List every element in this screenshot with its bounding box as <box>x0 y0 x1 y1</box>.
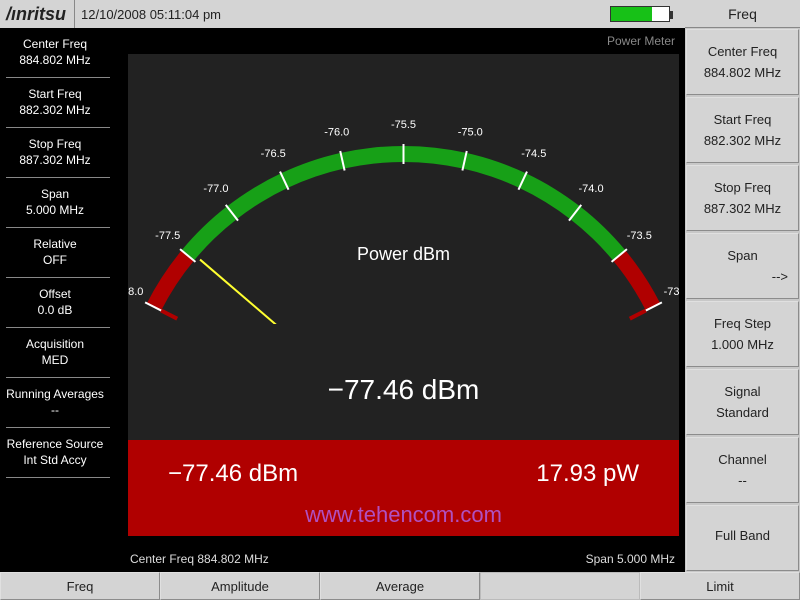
left-sidebar: Center Freq 884.802 MHz Start Freq 882.302… <box>0 28 110 572</box>
bottomkey-limit[interactable]: Limit <box>640 572 800 600</box>
sidebar-span: Span 5.000 MHz <box>0 178 110 228</box>
softkey-start-freq[interactable]: Start Freq 882.302 MHz <box>686 97 799 163</box>
label: Span <box>2 187 108 201</box>
sidebar-reference-source: Reference Source Int Std Accy <box>0 428 110 478</box>
unit-label: Power dBm <box>128 244 679 265</box>
right-softkeys: Freq Center Freq 884.802 MHz Start Freq 88… <box>685 0 800 572</box>
bottomkey-average[interactable]: Average <box>320 572 480 600</box>
gauge-svg: -78.0 -77.5 -77.0 -76.5 -76.0 -75.5 -75.0 -74.5… <box>128 54 679 324</box>
svg-text:-75.5: -75.5 <box>391 119 416 131</box>
power-meter-panel: -78.0 -77.5 -77.0 -76.5 -76.0 -75.5 -75.0 -74.5… <box>128 54 679 536</box>
bottomkey-spacer <box>480 572 640 600</box>
svg-text:-74.5: -74.5 <box>521 148 546 160</box>
label: Stop Freq <box>714 180 771 195</box>
status-center-freq: Center Freq 884.802 MHz <box>130 552 269 566</box>
value: -- <box>738 473 747 488</box>
label: Center Freq <box>2 37 108 51</box>
value: Int Std Accy <box>2 453 108 467</box>
label: Offset <box>2 287 108 301</box>
label: Start Freq <box>714 112 772 127</box>
sidebar-relative: Relative OFF <box>0 228 110 278</box>
panel-title: Power Meter <box>607 34 675 48</box>
sidebar-start-freq: Start Freq 882.302 MHz <box>0 78 110 128</box>
label: Reference Source <box>2 437 108 451</box>
softkey-channel[interactable]: Channel -- <box>686 437 799 503</box>
softkey-signal[interactable]: Signal Standard <box>686 369 799 435</box>
softkey-stop-freq[interactable]: Stop Freq 887.302 MHz <box>686 165 799 231</box>
label: Center Freq <box>708 44 777 59</box>
gauge-arc: -78.0 -77.5 -77.0 -76.5 -76.0 -75.5 -75.0 -74.5… <box>128 54 679 324</box>
value: 887.302 MHz <box>704 201 781 216</box>
watermark-text: www.tehencom.com <box>128 502 679 528</box>
softkey-center-freq[interactable]: Center Freq 884.802 MHz <box>686 29 799 95</box>
value: 882.302 MHz <box>2 103 108 117</box>
status-span: Span 5.000 MHz <box>586 552 675 566</box>
sidebar-acquisition: Acquisition MED <box>0 328 110 378</box>
readout-dbm: −77.46 dBm <box>168 460 298 488</box>
value: 882.302 MHz <box>704 133 781 148</box>
svg-text:-73.5: -73.5 <box>627 230 652 242</box>
sidebar-running-averages: Running Averages -- <box>0 378 110 428</box>
power-value-main: −77.46 dBm <box>128 374 679 406</box>
battery-tip <box>670 11 673 19</box>
value: 5.000 MHz <box>2 203 108 217</box>
value: 0.0 dB <box>2 303 108 317</box>
label: Signal <box>724 384 760 399</box>
label: Acquisition <box>2 337 108 351</box>
svg-text:-75.0: -75.0 <box>458 126 483 138</box>
readout-watts: 17.93 pW <box>536 460 639 488</box>
main-area: Power Meter -78.0 -77.5 -77.0 -76.5 -76.0 -75… <box>110 28 685 572</box>
status-bar: Center Freq 884.802 MHz Span 5.000 MHz <box>130 552 675 566</box>
sidebar-stop-freq: Stop Freq 887.302 MHz <box>0 128 110 178</box>
softkey-full-band[interactable]: Full Band <box>686 505 799 571</box>
value: 1.000 MHz <box>711 337 774 352</box>
value: Standard <box>716 405 769 420</box>
value: MED <box>2 353 108 367</box>
value: -- <box>2 403 108 417</box>
label: Full Band <box>715 528 770 543</box>
bottomkey-amplitude[interactable]: Amplitude <box>160 572 320 600</box>
label: Span <box>727 248 757 263</box>
bottomkey-freq[interactable]: Freq <box>0 572 160 600</box>
value: 887.302 MHz <box>2 153 108 167</box>
value: 884.802 MHz <box>704 65 781 80</box>
softkey-freq-step[interactable]: Freq Step 1.000 MHz <box>686 301 799 367</box>
softkey-span[interactable]: Span --> <box>686 233 799 299</box>
label: Running Averages <box>2 387 108 401</box>
label: Channel <box>718 452 766 467</box>
battery-fill <box>611 7 652 21</box>
svg-text:-77.5: -77.5 <box>155 230 180 242</box>
svg-text:-74.0: -74.0 <box>579 183 604 195</box>
datetime-label: 12/10/2008 05:11:04 pm <box>75 7 221 22</box>
svg-text:-78.0: -78.0 <box>128 286 143 298</box>
label: Start Freq <box>2 87 108 101</box>
arrow-icon: --> <box>772 269 788 284</box>
svg-text:-76.5: -76.5 <box>261 148 286 160</box>
battery-icon <box>610 6 670 22</box>
value: 884.802 MHz <box>2 53 108 67</box>
svg-text:-73.0: -73.0 <box>664 286 679 298</box>
label: Freq Step <box>714 316 771 331</box>
svg-text:-77.0: -77.0 <box>203 183 228 195</box>
label: Relative <box>2 237 108 251</box>
svg-text:-76.0: -76.0 <box>324 126 349 138</box>
sidebar-offset: Offset 0.0 dB <box>0 278 110 328</box>
brand-logo: /ınritsu <box>0 0 75 28</box>
softkey-header: Freq <box>685 0 800 28</box>
value: OFF <box>2 253 108 267</box>
bottom-softkeys: Freq Amplitude Average Limit <box>0 572 800 600</box>
top-bar: /ınritsu 12/10/2008 05:11:04 pm <box>0 0 800 28</box>
label: Stop Freq <box>2 137 108 151</box>
sidebar-center-freq: Center Freq 884.802 MHz <box>0 28 110 78</box>
readout-strip: −77.46 dBm 17.93 pW www.tehencom.com <box>128 440 679 536</box>
